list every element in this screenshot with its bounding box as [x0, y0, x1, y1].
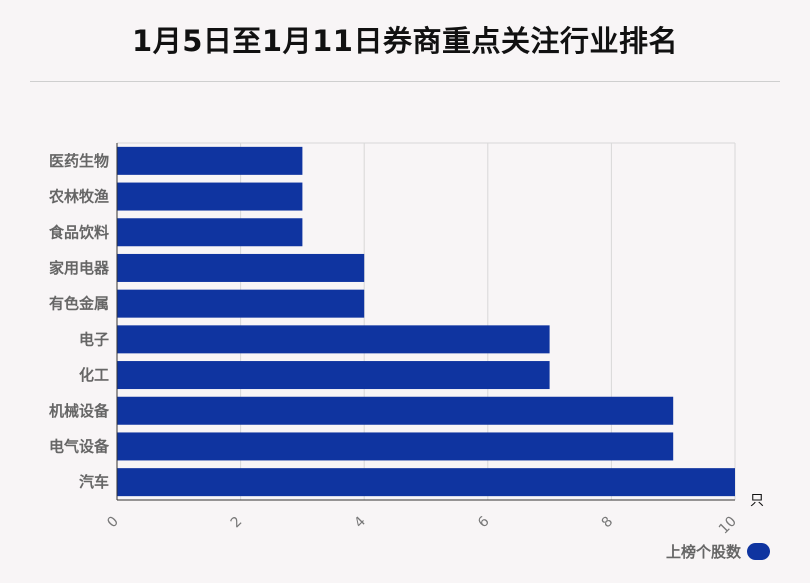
x-tick-label: 6 — [475, 513, 493, 531]
x-tick-label: 0 — [104, 514, 122, 532]
bars — [117, 146, 735, 497]
category-label: 电子 — [79, 330, 109, 348]
bar[interactable] — [117, 396, 674, 425]
bar[interactable] — [117, 182, 303, 211]
bar[interactable] — [117, 218, 303, 247]
axes — [116, 143, 735, 501]
x-tick-labels: 0 2 4 6 8 10 — [104, 513, 740, 537]
legend[interactable]: 上榜个股数 — [666, 541, 770, 562]
legend-label: 上榜个股数 — [665, 543, 741, 561]
bar[interactable] — [117, 432, 674, 461]
x-tick-label: 4 — [351, 513, 369, 531]
bar[interactable] — [117, 468, 735, 497]
category-label: 化工 — [79, 366, 109, 384]
category-label: 食品饮料 — [49, 223, 109, 241]
chart-title: 1月5日至1月11日券商重点关注行业排名 — [132, 24, 678, 58]
bar[interactable] — [117, 146, 303, 175]
category-label: 电气设备 — [49, 437, 110, 455]
title-divider — [30, 81, 780, 82]
category-label: 汽车 — [79, 473, 109, 491]
x-tick-label: 2 — [228, 514, 246, 532]
bar[interactable] — [117, 289, 365, 318]
bar[interactable] — [117, 253, 365, 282]
category-label: 医药生物 — [49, 152, 109, 170]
category-label: 有色金属 — [49, 295, 109, 313]
bar[interactable] — [117, 325, 550, 354]
legend-swatch — [747, 543, 770, 560]
category-label: 机械设备 — [49, 402, 110, 420]
category-label: 农林牧渔 — [48, 188, 109, 206]
x-tick-label: 8 — [599, 514, 617, 532]
x-tick-label: 10 — [716, 514, 740, 538]
x-axis-unit: 只 — [750, 493, 764, 509]
bar[interactable] — [117, 361, 550, 390]
category-label: 家用电器 — [49, 259, 110, 277]
